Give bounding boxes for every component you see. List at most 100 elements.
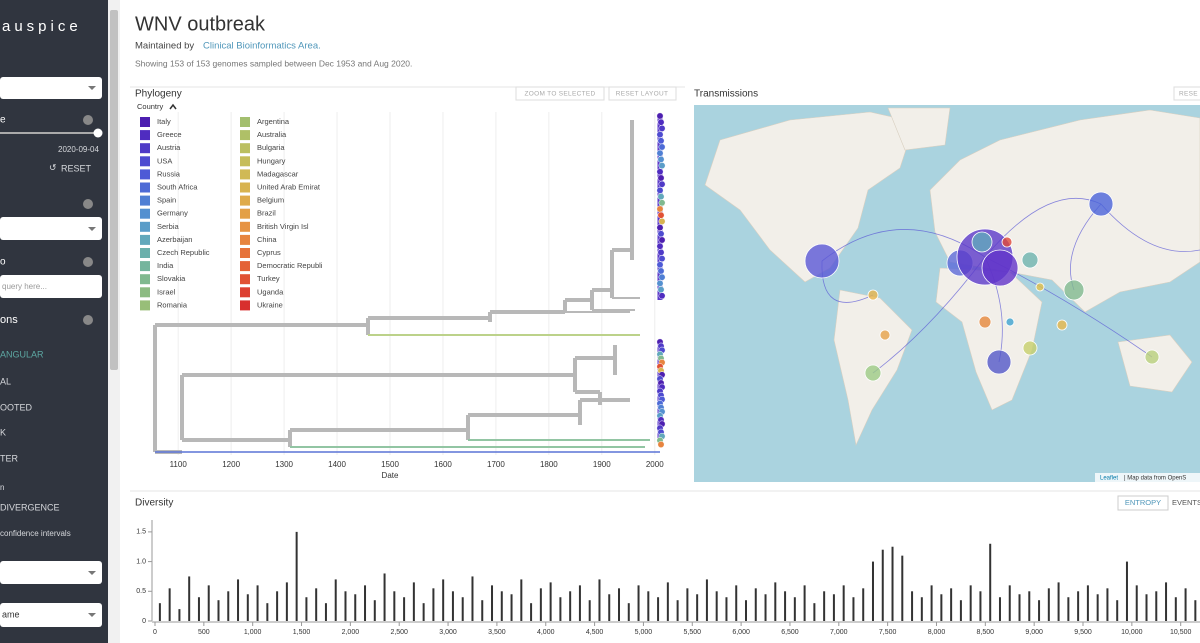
entropy-bar[interactable] xyxy=(1077,591,1080,621)
entropy-bar[interactable] xyxy=(471,576,474,621)
entropy-bar[interactable] xyxy=(754,588,757,621)
tip[interactable] xyxy=(658,292,666,300)
slider-handle[interactable] xyxy=(93,128,103,138)
tip[interactable] xyxy=(656,242,664,250)
entropy-bar[interactable] xyxy=(500,591,503,621)
legend-label[interactable]: Australia xyxy=(257,130,287,139)
tip[interactable] xyxy=(658,273,666,281)
entropy-bar[interactable] xyxy=(1106,588,1109,621)
tip[interactable] xyxy=(658,124,666,132)
scrollbar-thumb[interactable] xyxy=(110,10,118,370)
entropy-bar[interactable] xyxy=(637,585,640,621)
entropy-bar[interactable] xyxy=(217,600,220,621)
entropy-bar[interactable] xyxy=(940,594,943,621)
entropy-bar[interactable] xyxy=(823,591,826,621)
entropy-bar[interactable] xyxy=(657,597,660,621)
entropy-bar[interactable] xyxy=(950,588,953,621)
tip[interactable] xyxy=(657,118,665,126)
entropy-bar[interactable] xyxy=(705,579,708,621)
tip[interactable] xyxy=(657,174,665,182)
legend-label[interactable]: Hungary xyxy=(257,156,286,165)
dataset-select[interactable] xyxy=(0,77,102,99)
tip[interactable] xyxy=(656,168,664,176)
legend-label[interactable]: South Africa xyxy=(157,182,198,191)
entropy-bar[interactable] xyxy=(530,603,533,621)
entropy-bar[interactable] xyxy=(666,582,669,621)
entropy-bar[interactable] xyxy=(442,579,445,621)
entropy-bar[interactable] xyxy=(344,591,347,621)
location[interactable] xyxy=(978,315,992,329)
entropy-bar[interactable] xyxy=(793,597,796,621)
tip[interactable] xyxy=(656,149,664,157)
legend-label[interactable]: Romania xyxy=(157,300,188,309)
entropy-bar[interactable] xyxy=(207,585,210,621)
tip[interactable] xyxy=(658,143,666,151)
entropy-bar[interactable] xyxy=(1174,597,1177,621)
legend-label[interactable]: Serbia xyxy=(157,222,180,231)
tip[interactable] xyxy=(657,211,665,219)
entropy-bar[interactable] xyxy=(969,585,972,621)
entropy-bar[interactable] xyxy=(735,585,738,621)
entropy-bar[interactable] xyxy=(285,582,288,621)
entropy-bar[interactable] xyxy=(979,591,982,621)
entropy-bar[interactable] xyxy=(539,588,542,621)
tip[interactable] xyxy=(656,131,664,139)
entropy-bar[interactable] xyxy=(686,588,689,621)
entropy-bar[interactable] xyxy=(549,582,552,621)
entropy-bar[interactable] xyxy=(412,582,415,621)
select[interactable] xyxy=(0,603,102,627)
legend-label[interactable]: Argentina xyxy=(257,117,290,126)
info-icon[interactable] xyxy=(83,199,93,209)
tip[interactable] xyxy=(658,255,666,263)
tip[interactable] xyxy=(656,224,664,232)
location[interactable] xyxy=(1144,349,1160,365)
entropy-bar[interactable] xyxy=(774,582,777,621)
layout-option[interactable]: TER xyxy=(0,453,19,463)
legend-label[interactable]: India xyxy=(157,261,174,270)
select[interactable] xyxy=(0,561,102,584)
entropy-bar[interactable] xyxy=(315,588,318,621)
button[interactable] xyxy=(515,86,605,101)
legend-label[interactable]: British Virgin Isl xyxy=(257,222,309,231)
entropy-bar[interactable] xyxy=(1057,582,1060,621)
tip[interactable] xyxy=(657,286,665,294)
entropy-bar[interactable] xyxy=(1067,597,1070,621)
tip[interactable] xyxy=(658,217,666,225)
entropy-bar[interactable] xyxy=(1008,585,1011,621)
entropy-bar[interactable] xyxy=(959,600,962,621)
entropy-bar[interactable] xyxy=(842,585,845,621)
legend-label[interactable]: Brazil xyxy=(257,209,276,218)
location[interactable] xyxy=(867,289,879,301)
info-icon[interactable] xyxy=(83,315,93,325)
location[interactable] xyxy=(1022,340,1038,356)
entropy-bar[interactable] xyxy=(481,600,484,621)
entropy-bar[interactable] xyxy=(422,603,425,621)
entropy-bar[interactable] xyxy=(647,591,650,621)
entropy-bar[interactable] xyxy=(324,603,327,621)
entropy-bar[interactable] xyxy=(383,573,386,621)
tip[interactable] xyxy=(657,137,665,145)
legend-title[interactable]: Country xyxy=(137,102,164,111)
location[interactable] xyxy=(1005,317,1015,327)
tip[interactable] xyxy=(656,261,664,269)
info-icon[interactable] xyxy=(83,115,93,125)
entropy-bar[interactable] xyxy=(920,597,923,621)
legend-label[interactable]: Russia xyxy=(157,169,181,178)
entropy-bar[interactable] xyxy=(266,603,269,621)
entropy-bar[interactable] xyxy=(871,561,874,621)
location[interactable] xyxy=(1056,319,1068,331)
tip[interactable] xyxy=(658,180,666,188)
layout-option[interactable]: OOTED xyxy=(0,402,33,412)
tip[interactable] xyxy=(656,112,664,120)
confidence-toggle[interactable]: confidence intervals xyxy=(0,529,71,538)
entropy-bar[interactable] xyxy=(393,591,396,621)
entropy-bar[interactable] xyxy=(158,603,161,621)
legend-label[interactable]: Italy xyxy=(157,117,171,126)
entropy-bar[interactable] xyxy=(627,603,630,621)
entropy-bar[interactable] xyxy=(911,591,914,621)
tip[interactable] xyxy=(657,441,665,448)
location[interactable] xyxy=(1001,236,1013,248)
entropy-bar[interactable] xyxy=(559,597,562,621)
info-icon[interactable] xyxy=(83,257,93,267)
entropy-bar[interactable] xyxy=(852,597,855,621)
